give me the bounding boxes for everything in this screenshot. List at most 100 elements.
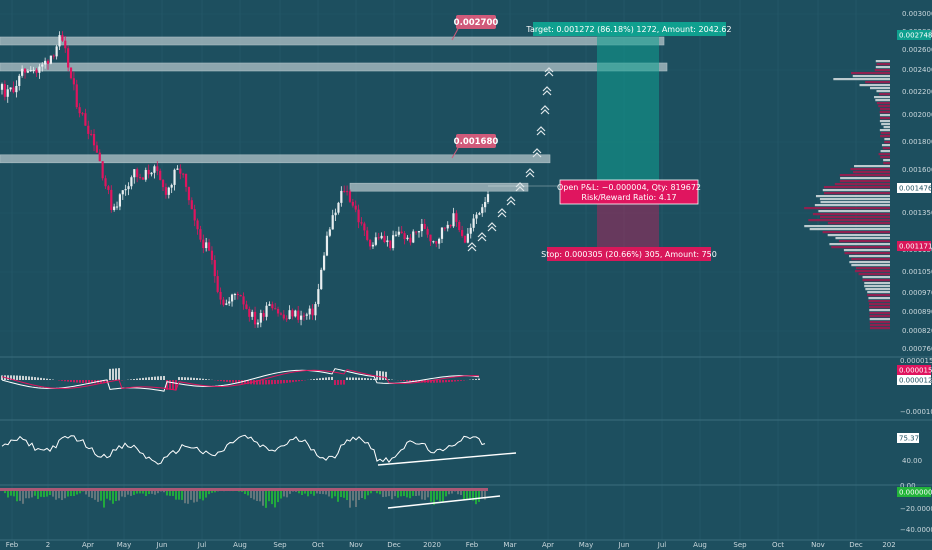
oscillator-bar: [211, 491, 213, 493]
macd-histogram-bar: [274, 380, 276, 385]
macd-histogram-bar: [223, 380, 225, 382]
oscillator-bar: [70, 491, 72, 497]
oscillator-bar: [481, 491, 483, 499]
x-tick-label: Apr: [542, 541, 554, 549]
macd-histogram-bar: [151, 376, 153, 380]
candle-body: [294, 310, 297, 317]
arrow-chevron: [536, 126, 546, 132]
macd-histogram-bar: [328, 377, 330, 380]
candle-body: [291, 310, 294, 317]
macd-histogram-bar: [262, 380, 264, 385]
volume-profile-bar: [878, 153, 890, 156]
candle-body: [69, 67, 73, 79]
macd-histogram-bar: [22, 375, 24, 380]
candle-body: [78, 107, 81, 114]
macd-histogram-bar: [232, 380, 234, 383]
volume-profile-bar: [879, 114, 890, 117]
volume-profile-bar: [884, 138, 890, 141]
candle-body: [363, 223, 366, 231]
candle-body: [245, 304, 248, 309]
candle-body: [67, 48, 70, 68]
oscillator-bar: [298, 491, 300, 494]
macd-histogram-bar: [37, 377, 39, 380]
oscillator-bar: [100, 491, 102, 501]
candle-body: [176, 168, 179, 170]
volume-profile-bar: [831, 246, 890, 249]
callout-box: [456, 15, 496, 29]
candle-body: [213, 260, 216, 277]
macd-marker-label: 0.000015: [899, 367, 932, 375]
volume-profile-bar: [824, 192, 890, 195]
macd-histogram-bar: [430, 380, 432, 383]
oscillator-bar: [319, 491, 321, 494]
macd-histogram-bar: [7, 375, 9, 380]
x-tick-label: Aug: [233, 541, 247, 549]
macd-histogram-bar: [16, 375, 18, 380]
oscillator-bar: [484, 491, 486, 500]
candle-body: [432, 241, 435, 243]
oscillator-bar: [256, 491, 258, 501]
macd-histogram-bar: [103, 380, 105, 384]
candle-body: [276, 309, 280, 314]
candle-body: [475, 214, 478, 219]
oscillator-bar: [238, 491, 240, 492]
candle-body: [113, 206, 116, 210]
candle-body: [403, 233, 406, 240]
volume-profile-bar: [880, 156, 890, 159]
macd-histogram-bar: [358, 377, 360, 380]
axes: 0.0030000.0028000.0026000.0024000.002200…: [6, 10, 932, 549]
macd-histogram-bar: [355, 377, 357, 380]
macd-histogram-bar: [205, 379, 207, 380]
macd-histogram-bar: [226, 380, 228, 382]
macd-histogram-bar: [367, 378, 369, 380]
oscillator-bar: [151, 491, 153, 494]
volume-profile-bar: [804, 207, 890, 210]
oscillator-bar: [79, 491, 81, 494]
volume-profile-bar: [869, 321, 890, 324]
arrow-chevron: [542, 90, 552, 96]
macd-marker-tag: [897, 375, 931, 385]
macd-histogram-bar: [280, 380, 282, 384]
oscillator-bar: [412, 491, 414, 496]
volume-profile-bar: [865, 81, 890, 84]
macd-marker-tag: [897, 365, 931, 375]
volume-profile-bar: [848, 255, 890, 258]
candle-body: [58, 35, 61, 47]
candle-body: [259, 313, 262, 323]
macd-histogram-bar: [31, 376, 33, 380]
oscillator-bar: [397, 491, 399, 498]
macd-histogram-bar: [343, 380, 345, 385]
volume-profile-bar: [869, 312, 890, 315]
oscillator-bar: [316, 491, 318, 494]
macd-histogram-bar: [265, 380, 267, 385]
macd-histogram-bar: [286, 380, 288, 383]
macd-histogram-bar: [475, 378, 477, 380]
oscillator-bar: [358, 491, 360, 501]
macd-histogram-bar: [112, 368, 114, 380]
x-tick-label: Aug: [693, 541, 707, 549]
oscillator-bar: [169, 491, 171, 496]
candle-body: [466, 233, 469, 243]
oscillator-bar: [286, 491, 288, 498]
volume-profile-bar: [881, 144, 890, 147]
oscillator-bar: [145, 491, 147, 497]
candle-body: [159, 170, 162, 180]
oscillator-bar: [331, 491, 333, 499]
macd-histogram-bar: [385, 371, 387, 380]
candle-body: [455, 213, 458, 222]
candle-body: [199, 229, 202, 240]
macd-histogram-bar: [166, 380, 168, 390]
macd-histogram-bar: [196, 378, 198, 380]
candle-body: [389, 240, 392, 249]
macd-histogram-bar: [175, 380, 177, 390]
candle-body: [196, 220, 199, 230]
macd-histogram-bar: [61, 380, 63, 381]
macd-tick-label: 0.000015: [900, 357, 932, 365]
macd-panel: [1, 368, 480, 392]
oscillator-bar: [31, 491, 33, 498]
oscillator-bar: [121, 491, 123, 497]
volume-profile-bar: [864, 285, 890, 288]
oscillator-panel: [0, 488, 501, 509]
